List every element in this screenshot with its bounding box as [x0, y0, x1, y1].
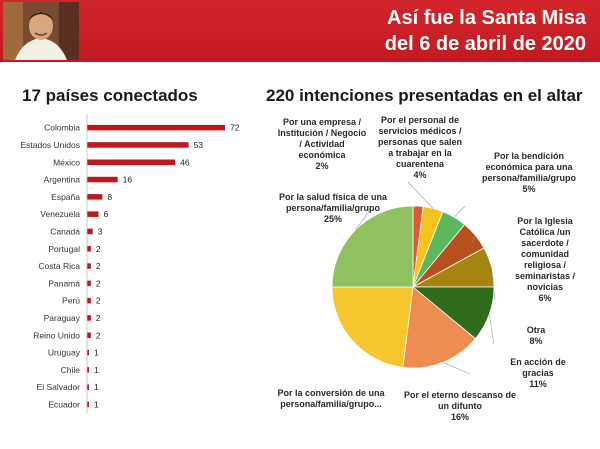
bar [87, 246, 91, 252]
bar-chart-title: 17 países conectados [22, 86, 198, 105]
pie-leader-line [442, 362, 471, 375]
pie-slice-label: Otra 8% [520, 325, 552, 347]
bar-data-label: 1 [94, 382, 99, 392]
bar-data-label: 53 [194, 140, 204, 150]
countries-bar-chart: Colombia 72 Estados Unidos 53 México 46 Argent… [20, 114, 240, 414]
pie-leader-line [407, 181, 434, 209]
bar-category-label: Canadá [50, 226, 80, 236]
header-title: Así fue la Santa Misa del 6 de abril de … [206, 5, 586, 57]
bar-category-label: Argentina [44, 175, 81, 185]
pie-slice-name: Por el eterno descanso de un difunto [403, 390, 517, 411]
bar-data-label: 2 [96, 261, 101, 271]
bar-category-label: Portugal [48, 244, 80, 254]
pie-slice [331, 286, 414, 368]
bar [87, 384, 89, 390]
pie-slice-label: Por el eterno descanso de un difunto 16% [402, 390, 518, 423]
pie-leader-line [454, 205, 466, 218]
bar-data-label: 72 [230, 123, 240, 133]
bar-data-label: 6 [104, 209, 109, 219]
bar-data-label: 1 [94, 348, 99, 358]
pie-slice-label: Por la bendición económica para una pers… [476, 151, 582, 195]
bar [87, 124, 225, 131]
pie-slice-label: Por el personal de servicios médicos / p… [377, 115, 463, 181]
bar-data-label: 16 [123, 175, 133, 185]
pie-chart-title: 220 intenciones presentadas en el altar [266, 86, 583, 105]
bar-category-label: Venezuela [40, 209, 80, 219]
pie-slice-label: En acción de gracias 11% [510, 357, 566, 390]
pie-slice-name: Por la bendición económica para una pers… [481, 151, 577, 183]
bar [87, 228, 93, 235]
pie-slice-percent: 16% [450, 412, 469, 422]
pie-slice-label: Por la conversión de una persona/familia… [274, 388, 388, 410]
pie-slice-name: Por la Iglesia Católica /un sacerdote / … [514, 216, 576, 292]
pie-slice-name: Otra [526, 325, 546, 335]
pie-slice-percent: 2% [315, 161, 329, 171]
bar-data-label: 2 [96, 278, 101, 288]
bar-category-label: Paraguay [44, 313, 81, 323]
header-title-line1: Así fue la Santa Misa [387, 7, 586, 29]
pie-slice-percent: 4% [413, 170, 427, 180]
bar-data-label: 2 [96, 330, 101, 340]
bar-category-label: Chile [61, 365, 81, 375]
bar-data-label: 1 [94, 399, 99, 409]
bar-category-label: Ecuador [48, 399, 80, 409]
header-banner: Así fue la Santa Misa del 6 de abril de … [0, 0, 600, 62]
bar-category-label: Colombia [44, 123, 80, 133]
pie-slice-label: Por una empresa / Institución / Negocio … [276, 117, 368, 172]
bar-data-label: 2 [96, 313, 101, 323]
bar [87, 367, 89, 373]
bar [87, 142, 189, 148]
pie-slice-percent: 5% [522, 184, 536, 194]
pie-leader-line [355, 209, 371, 230]
bar [87, 159, 176, 165]
bar-data-label: 2 [96, 296, 101, 306]
bar-category-label: El Salvador [37, 382, 81, 392]
pie-slice-name: Por el personal de servicios médicos / p… [377, 115, 463, 169]
bar [87, 211, 99, 217]
bar [87, 349, 89, 356]
bar-category-label: Uruguay [48, 348, 81, 358]
bar-category-label: España [51, 192, 80, 202]
bar [87, 194, 103, 200]
bar [87, 315, 91, 321]
bar [87, 280, 91, 287]
bar [87, 176, 118, 183]
pie-slice-label: Por la salud física de una persona/famil… [272, 192, 394, 225]
bar-category-label: Panamá [48, 278, 80, 288]
pie-slice-percent: 11% [529, 379, 547, 389]
bar-data-label: 8 [107, 192, 112, 202]
bar [87, 332, 91, 338]
bar-category-label: Costa Rica [38, 261, 80, 271]
pie-slice-name: En acción de gracias [510, 357, 566, 378]
pie-leader-line [471, 235, 476, 243]
intentions-pie-chart [331, 181, 496, 375]
bar-category-label: Estados Unidos [20, 140, 80, 150]
pie-slice-percent: 8% [529, 336, 543, 346]
bar-category-label: México [53, 157, 80, 167]
header-title-line2: del 6 de abril de 2020 [384, 33, 586, 55]
bar [87, 297, 91, 304]
pie-slice-percent: 6% [538, 293, 552, 303]
bar-data-label: 3 [98, 226, 103, 236]
pie-slice [331, 205, 414, 288]
bar [87, 401, 89, 408]
pie-leader-line [488, 314, 495, 345]
pie-slice-label: Por la Iglesia Católica /un sacerdote / … [504, 216, 586, 304]
bar-data-label: 2 [96, 244, 101, 254]
bar [87, 263, 91, 269]
pie-slice-percent: 25% [323, 214, 342, 224]
pie-slice-name: Por una empresa / Institución / Negocio … [277, 117, 367, 160]
pie-slice [402, 286, 476, 369]
pie-slice-name: Por la salud física de una persona/famil… [278, 192, 388, 213]
bar-data-label: 46 [180, 157, 190, 167]
bar-data-label: 1 [94, 365, 99, 375]
pie-leader-line [491, 266, 496, 301]
pie-slice-name: Por la conversión de una persona/familia… [277, 388, 385, 409]
bar-category-label: Perú [62, 296, 80, 306]
priest-photo [3, 2, 79, 60]
bar-category-label: Reino Unido [33, 330, 80, 340]
